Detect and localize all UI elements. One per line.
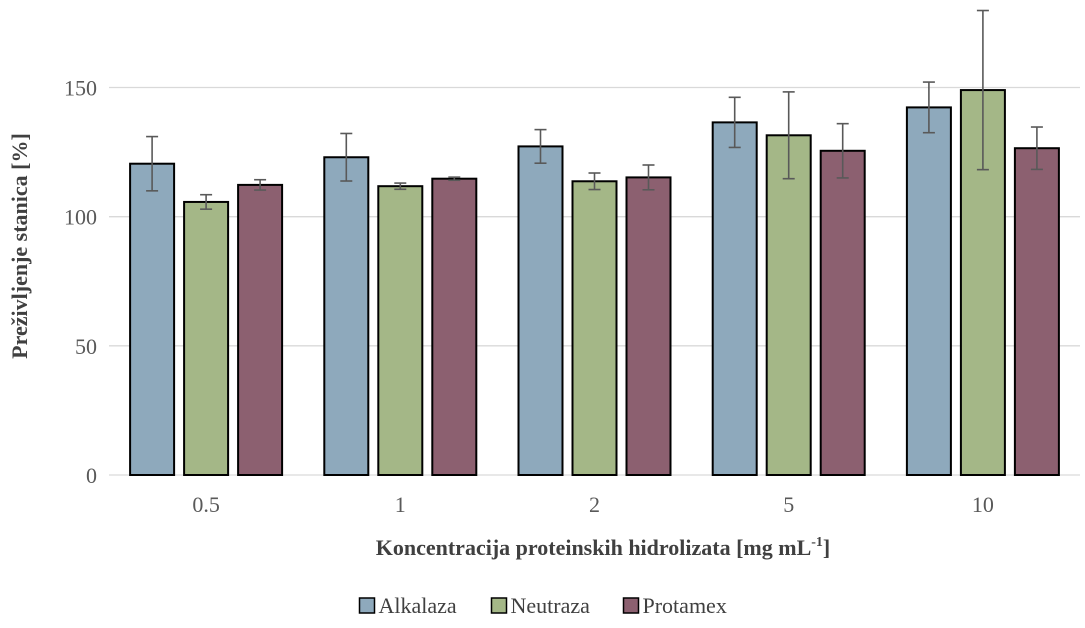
bar-protamex-1	[431, 177, 478, 476]
bar-protamex-10	[1013, 147, 1060, 476]
bar-alkalaza-2	[517, 145, 564, 476]
legend-item-alkalaza: Alkalaza	[358, 593, 457, 618]
bar-alkalaza-5	[711, 121, 758, 476]
bar-neutraza-2	[571, 180, 618, 476]
error-bar-protamex-2	[642, 164, 655, 191]
bar-alkalaza-10	[905, 106, 952, 477]
y-tick-label: 0	[86, 463, 97, 488]
bar-neutraza-5	[765, 134, 812, 477]
legend-swatch	[490, 597, 508, 614]
bar-protamex-5	[819, 149, 866, 477]
bar-neutraza-0.5	[183, 200, 230, 476]
bar-neutraza-1	[377, 185, 424, 477]
error-bar-neutraza-5	[782, 91, 795, 180]
legend-swatch	[358, 597, 376, 614]
x-axis-title: Koncentracija proteinskih hidrolizata [m…	[376, 535, 831, 560]
error-bar-protamex-0.5	[254, 178, 267, 191]
y-axis-title: Preživljenje stanica [%]	[7, 133, 32, 359]
error-bar-protamex-10	[1030, 126, 1043, 171]
error-bar-alkalaza-5	[728, 96, 741, 149]
x-axis-title-end: ]	[823, 535, 830, 560]
x-axis-title-main: Koncentracija proteinskih hidrolizata [m…	[376, 535, 812, 560]
legend-item-neutraza: Neutraza	[490, 593, 591, 618]
legend-swatch	[622, 597, 640, 614]
legend-item-protamex: Protamex	[622, 593, 727, 618]
error-bar-protamex-5	[836, 122, 849, 179]
y-tick-label: 100	[64, 205, 97, 230]
legend-label: Alkalaza	[379, 593, 457, 618]
legend-label: Neutraza	[511, 593, 591, 618]
bars	[129, 89, 1060, 477]
x-tick-label: 1	[395, 492, 406, 517]
x-tick-label: 0.5	[192, 492, 220, 517]
x-tick-label: 10	[972, 492, 994, 517]
error-bar-neutraza-0.5	[200, 193, 213, 210]
legend: Alkalaza Neutraza Protamex	[358, 593, 727, 618]
y-axis-tick-labels: 0 50 100 150	[64, 76, 97, 489]
error-bar-neutraza-10	[976, 9, 989, 171]
x-tick-label: 2	[589, 492, 600, 517]
legend-label: Protamex	[643, 593, 727, 618]
error-bar-alkalaza-2	[534, 128, 547, 164]
y-tick-label: 150	[64, 76, 97, 101]
error-bar-alkalaza-0.5	[146, 135, 159, 192]
x-axis-tick-labels: 0.5 1 2 5 10	[192, 492, 994, 517]
error-bar-neutraza-2	[588, 172, 601, 191]
x-tick-label: 5	[783, 492, 794, 517]
error-bar-protamex-1	[448, 176, 461, 182]
error-bars	[146, 9, 1043, 210]
bar-protamex-2	[625, 176, 672, 476]
bar-alkalaza-0.5	[129, 162, 176, 476]
y-tick-label: 50	[75, 334, 97, 359]
error-bar-alkalaza-10	[922, 81, 935, 134]
x-axis-title-superscript: -1	[811, 535, 823, 550]
bar-alkalaza-1	[323, 156, 370, 476]
bar-protamex-0.5	[237, 183, 284, 476]
error-bar-neutraza-1	[394, 182, 407, 191]
error-bar-alkalaza-1	[340, 132, 353, 182]
